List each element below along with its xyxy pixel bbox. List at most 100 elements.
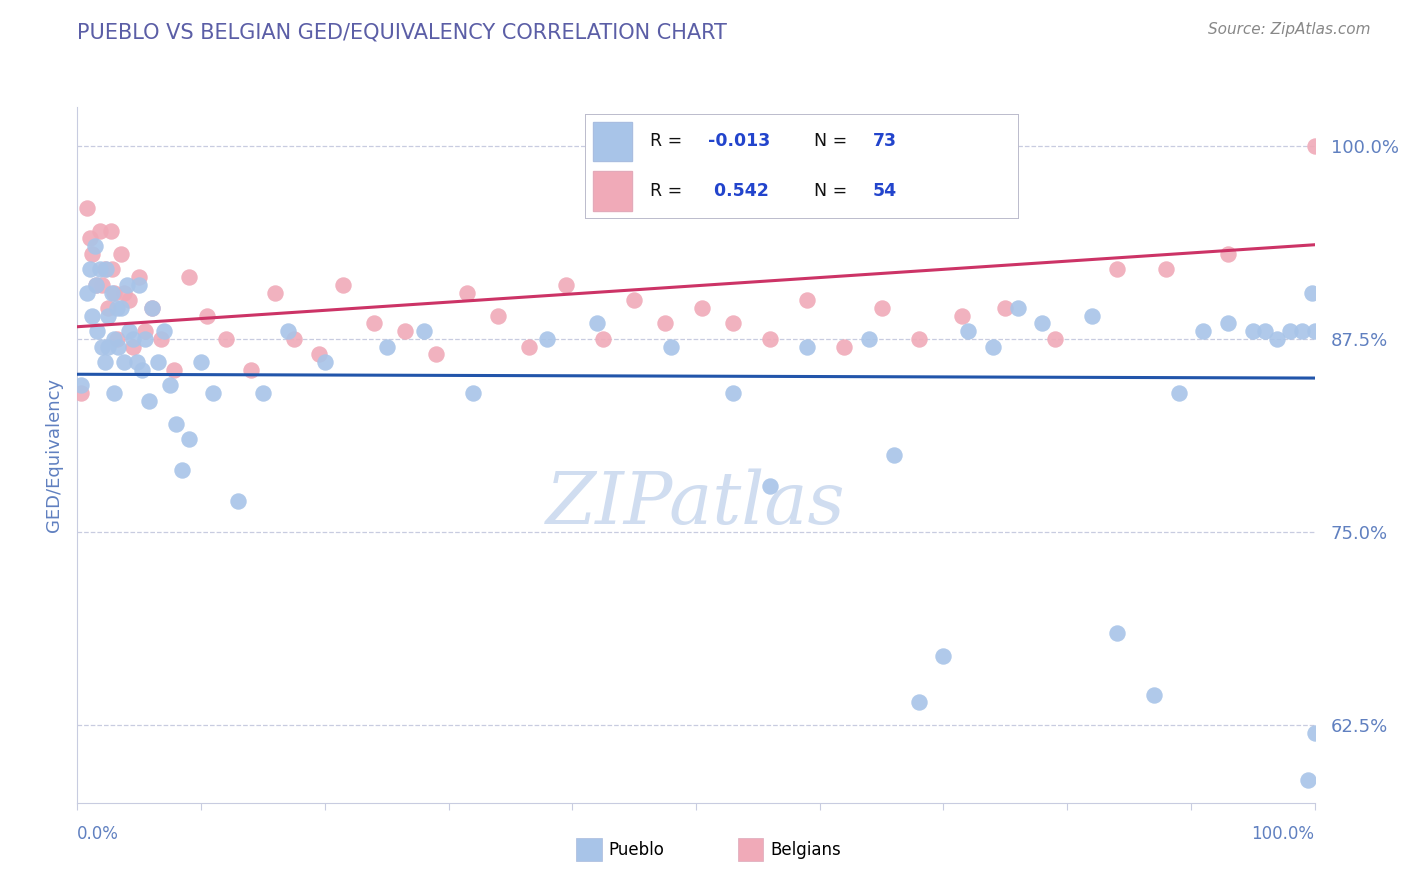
Point	[239, 363, 262, 377]
Point	[1043, 332, 1066, 346]
Point	[146, 355, 169, 369]
Point	[1298, 772, 1320, 787]
Point	[425, 347, 447, 361]
Point	[555, 277, 578, 292]
Point	[834, 340, 856, 354]
Point	[950, 309, 973, 323]
Point	[122, 340, 145, 354]
Point	[1105, 625, 1128, 640]
Point	[994, 301, 1017, 315]
Point	[1254, 324, 1277, 338]
Point	[690, 301, 713, 315]
Point	[1216, 317, 1239, 331]
Point	[131, 363, 153, 377]
Point	[796, 293, 818, 308]
Point	[264, 285, 287, 300]
Point	[190, 355, 212, 369]
Point	[721, 386, 744, 401]
Text: PUEBLO VS BELGIAN GED/EQUIVALENCY CORRELATION CHART: PUEBLO VS BELGIAN GED/EQUIVALENCY CORREL…	[77, 22, 727, 42]
Point	[202, 386, 225, 401]
Point	[796, 340, 818, 354]
Point	[536, 332, 558, 346]
Point	[412, 324, 434, 338]
Point	[141, 301, 163, 315]
Point	[94, 262, 117, 277]
Point	[84, 277, 107, 292]
Point	[79, 262, 101, 277]
Point	[363, 317, 385, 331]
Point	[759, 332, 782, 346]
Point	[1241, 324, 1264, 338]
Point	[112, 355, 135, 369]
Point	[110, 247, 132, 261]
Text: Pueblo: Pueblo	[609, 840, 665, 859]
Point	[394, 324, 416, 338]
Point	[97, 301, 120, 315]
Point	[89, 262, 111, 277]
Point	[456, 285, 478, 300]
Point	[86, 324, 108, 338]
Point	[122, 332, 145, 346]
Point	[105, 301, 128, 315]
Point	[981, 340, 1004, 354]
Point	[76, 285, 98, 300]
Point	[252, 386, 274, 401]
Point	[517, 340, 540, 354]
Point	[486, 309, 509, 323]
Point	[195, 309, 218, 323]
Point	[1301, 285, 1323, 300]
Point	[82, 309, 104, 323]
Point	[1081, 309, 1104, 323]
Point	[1192, 324, 1215, 338]
Point	[586, 317, 609, 331]
Point	[150, 332, 173, 346]
Point	[870, 301, 893, 315]
Point	[957, 324, 980, 338]
Point	[1267, 332, 1289, 346]
Point	[89, 224, 111, 238]
Point	[177, 270, 200, 285]
Point	[215, 332, 238, 346]
Point	[1303, 726, 1326, 740]
Text: Belgians: Belgians	[770, 840, 841, 859]
Point	[659, 340, 682, 354]
Point	[100, 224, 122, 238]
Text: ZIPatlas: ZIPatlas	[546, 468, 846, 539]
Point	[153, 324, 176, 338]
Point	[283, 332, 305, 346]
Point	[118, 293, 141, 308]
Point	[97, 309, 120, 323]
Point	[125, 355, 148, 369]
Point	[1105, 262, 1128, 277]
Point	[1007, 301, 1029, 315]
Point	[134, 332, 156, 346]
Point	[1154, 262, 1177, 277]
Text: 0.0%: 0.0%	[77, 825, 120, 843]
Point	[1167, 386, 1189, 401]
Point	[907, 695, 929, 709]
Point	[128, 277, 150, 292]
Point	[375, 340, 398, 354]
Point	[1216, 247, 1239, 261]
Point	[332, 277, 354, 292]
Y-axis label: GED/Equivalency: GED/Equivalency	[45, 378, 63, 532]
Point	[107, 340, 129, 354]
Point	[172, 463, 194, 477]
Point	[101, 285, 124, 300]
Point	[463, 386, 485, 401]
Point	[277, 324, 299, 338]
Point	[177, 433, 200, 447]
Point	[1303, 324, 1326, 338]
Point	[1143, 688, 1166, 702]
Point	[907, 332, 929, 346]
Point	[592, 332, 614, 346]
Point	[759, 479, 782, 493]
Point	[105, 332, 128, 346]
Point	[165, 417, 187, 431]
Point	[226, 494, 249, 508]
Point	[858, 332, 880, 346]
Point	[932, 648, 955, 663]
Point	[141, 301, 163, 315]
Point	[83, 239, 105, 253]
Point	[314, 355, 336, 369]
